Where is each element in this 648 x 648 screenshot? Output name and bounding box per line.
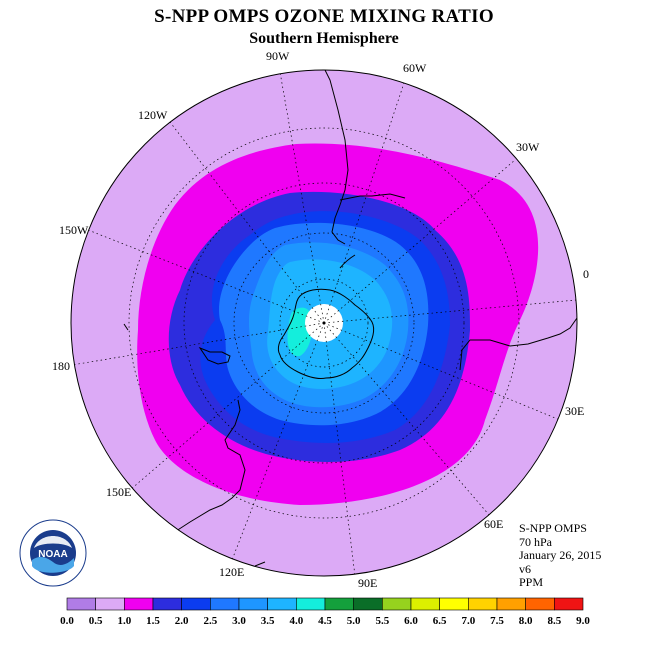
info-units: PPM [519,575,544,589]
lon-label-180: 180 [52,359,70,373]
lon-label-120w: 120W [138,108,168,122]
map-title: S-NPP OMPS OZONE MIXING RATIO [154,6,494,27]
noaa-logo-text: NOAA [38,549,67,560]
map-subtitle: Southern Hemisphere [249,30,399,47]
south-america-coastline [322,70,406,245]
noaa-logo-icon: NOAA [19,519,87,587]
africa-coastline [459,317,577,371]
map-border [70,69,578,577]
lon-label-120e: 120E [219,565,244,579]
longitude-graticule [71,71,577,576]
lon-label-60e: 60E [484,517,503,531]
new-zealand-coastline [123,323,231,365]
lon-label-30e: 30E [565,404,584,418]
info-date: January 26, 2015 [519,548,602,562]
lon-label-60w: 60W [403,61,427,75]
info-panel: S-NPP OMPS 70 hPa January 26, 2015 v6 PP… [519,521,602,590]
coastlines [123,70,577,576]
lon-label-150e: 150E [106,485,131,499]
info-instrument: S-NPP OMPS [519,521,587,535]
lon-label-30w: 30W [516,140,540,154]
longitude-labels: 0 30E 60E 90E 120E 150E 180 150W 120W 90… [52,49,589,590]
latitude-graticule [128,127,520,519]
info-version: v6 [519,561,531,576]
lon-label-90e: 90E [358,576,377,590]
info-level: 70 hPa [519,534,552,549]
lon-label-0: 0 [583,267,589,281]
lon-label-150w: 150W [59,223,89,237]
antarctica-coastline [277,254,375,379]
lon-label-90w: 90W [266,49,290,63]
